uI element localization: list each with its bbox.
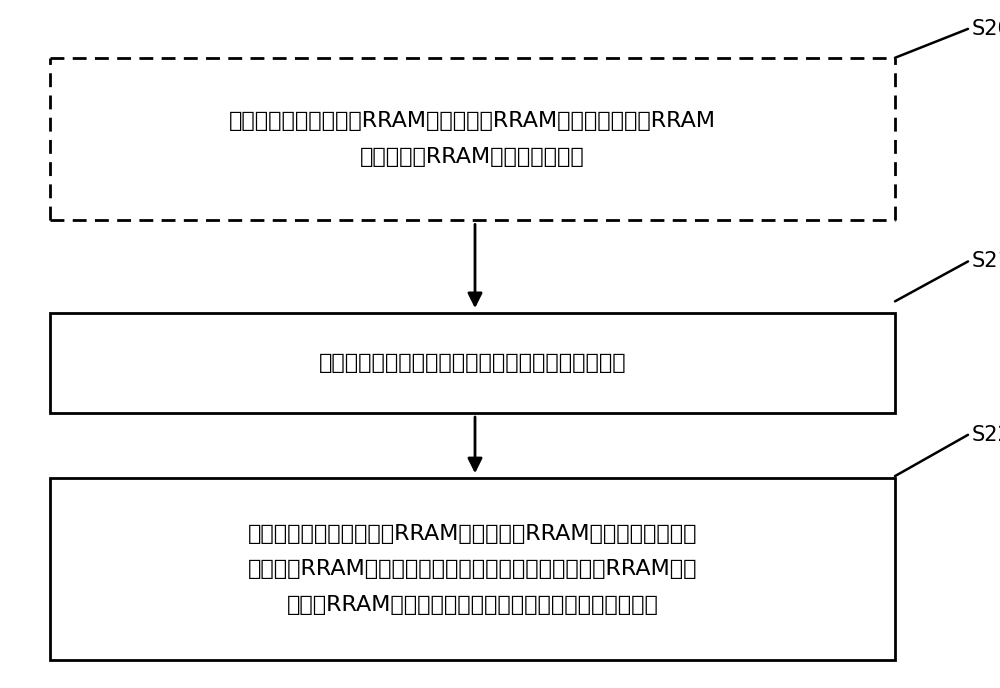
Text: 在第二输入信号使得第一RRAM单元和第二RRAM单元中设置电压较: 在第二输入信号使得第一RRAM单元和第二RRAM单元中设置电压较 bbox=[248, 524, 697, 544]
Text: 在处于高阻态的并联结构的输入端接入第二输入信号: 在处于高阻态的并联结构的输入端接入第二输入信号 bbox=[319, 353, 626, 373]
Text: S22: S22 bbox=[972, 424, 1000, 445]
Bar bbox=[50, 313, 895, 413]
Bar bbox=[50, 478, 895, 660]
Text: S21: S21 bbox=[972, 251, 1000, 272]
Text: S20: S20 bbox=[972, 19, 1000, 39]
Text: 低的一个RRAM单元从高电阻转变为低电阻时，根据第一RRAM单元: 低的一个RRAM单元从高电阻转变为低电阻时，根据第一RRAM单元 bbox=[248, 559, 697, 579]
Text: 复位并联结构中的第一RRAM单元和第二RRAM单元，使得第一RRAM: 复位并联结构中的第一RRAM单元和第二RRAM单元，使得第一RRAM bbox=[229, 111, 716, 131]
Text: 单元和第二RRAM单元处于高阻态: 单元和第二RRAM单元处于高阻态 bbox=[360, 147, 585, 167]
Text: 和第二RRAM单元的电阻差异生成随机数，以作为安全密钥: 和第二RRAM单元的电阻差异生成随机数，以作为安全密钥 bbox=[287, 595, 658, 615]
